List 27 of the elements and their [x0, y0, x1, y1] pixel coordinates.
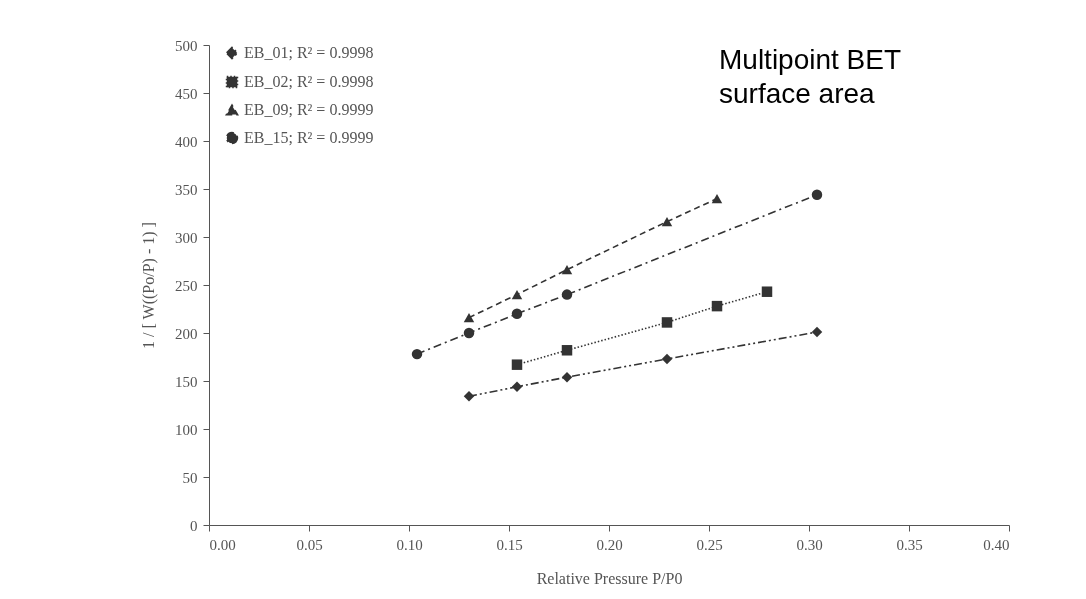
y-axis-title: 1 / [ W((Po/P) - 1) ] — [140, 222, 158, 349]
legend-label: EB_01; R² = 0.9998 — [244, 44, 374, 61]
y-tick-label: 300 — [175, 229, 198, 246]
x-tick-label: 0.30 — [796, 536, 823, 553]
y-tick-label: 400 — [175, 133, 198, 150]
x-tick-label: 0.00 — [209, 536, 236, 553]
y-tick-label: 150 — [175, 373, 198, 390]
y-tick-label: 350 — [175, 181, 198, 198]
x-tick-label: 0.40 — [983, 536, 1010, 553]
y-tick-label: 200 — [175, 325, 198, 342]
y-tick-label: 250 — [175, 277, 198, 294]
x-tick-label: 0.15 — [496, 536, 523, 553]
y-tick-label: 50 — [182, 469, 198, 486]
legend-label: EB_02; R² = 0.9998 — [244, 73, 374, 90]
legend-label: EB_15; R² = 0.9999 — [244, 129, 374, 146]
x-tick-label: 0.25 — [696, 536, 723, 553]
y-tick-label: 450 — [175, 85, 198, 102]
text: Multipoint BET surface area — [719, 44, 902, 109]
x-tick-label: 0.35 — [896, 536, 923, 553]
x-tick-label: 0.10 — [396, 536, 423, 553]
y-tick-label: 100 — [175, 421, 198, 438]
legend-label: EB_09; R² = 0.9999 — [244, 101, 374, 118]
y-tick-label: 0 — [190, 517, 198, 534]
y-tick-label: 500 — [175, 37, 198, 54]
x-tick-label: 0.20 — [596, 536, 623, 553]
x-tick-label: 0.05 — [296, 536, 323, 553]
x-axis-title: Relative Pressure P/P0 — [536, 569, 683, 587]
